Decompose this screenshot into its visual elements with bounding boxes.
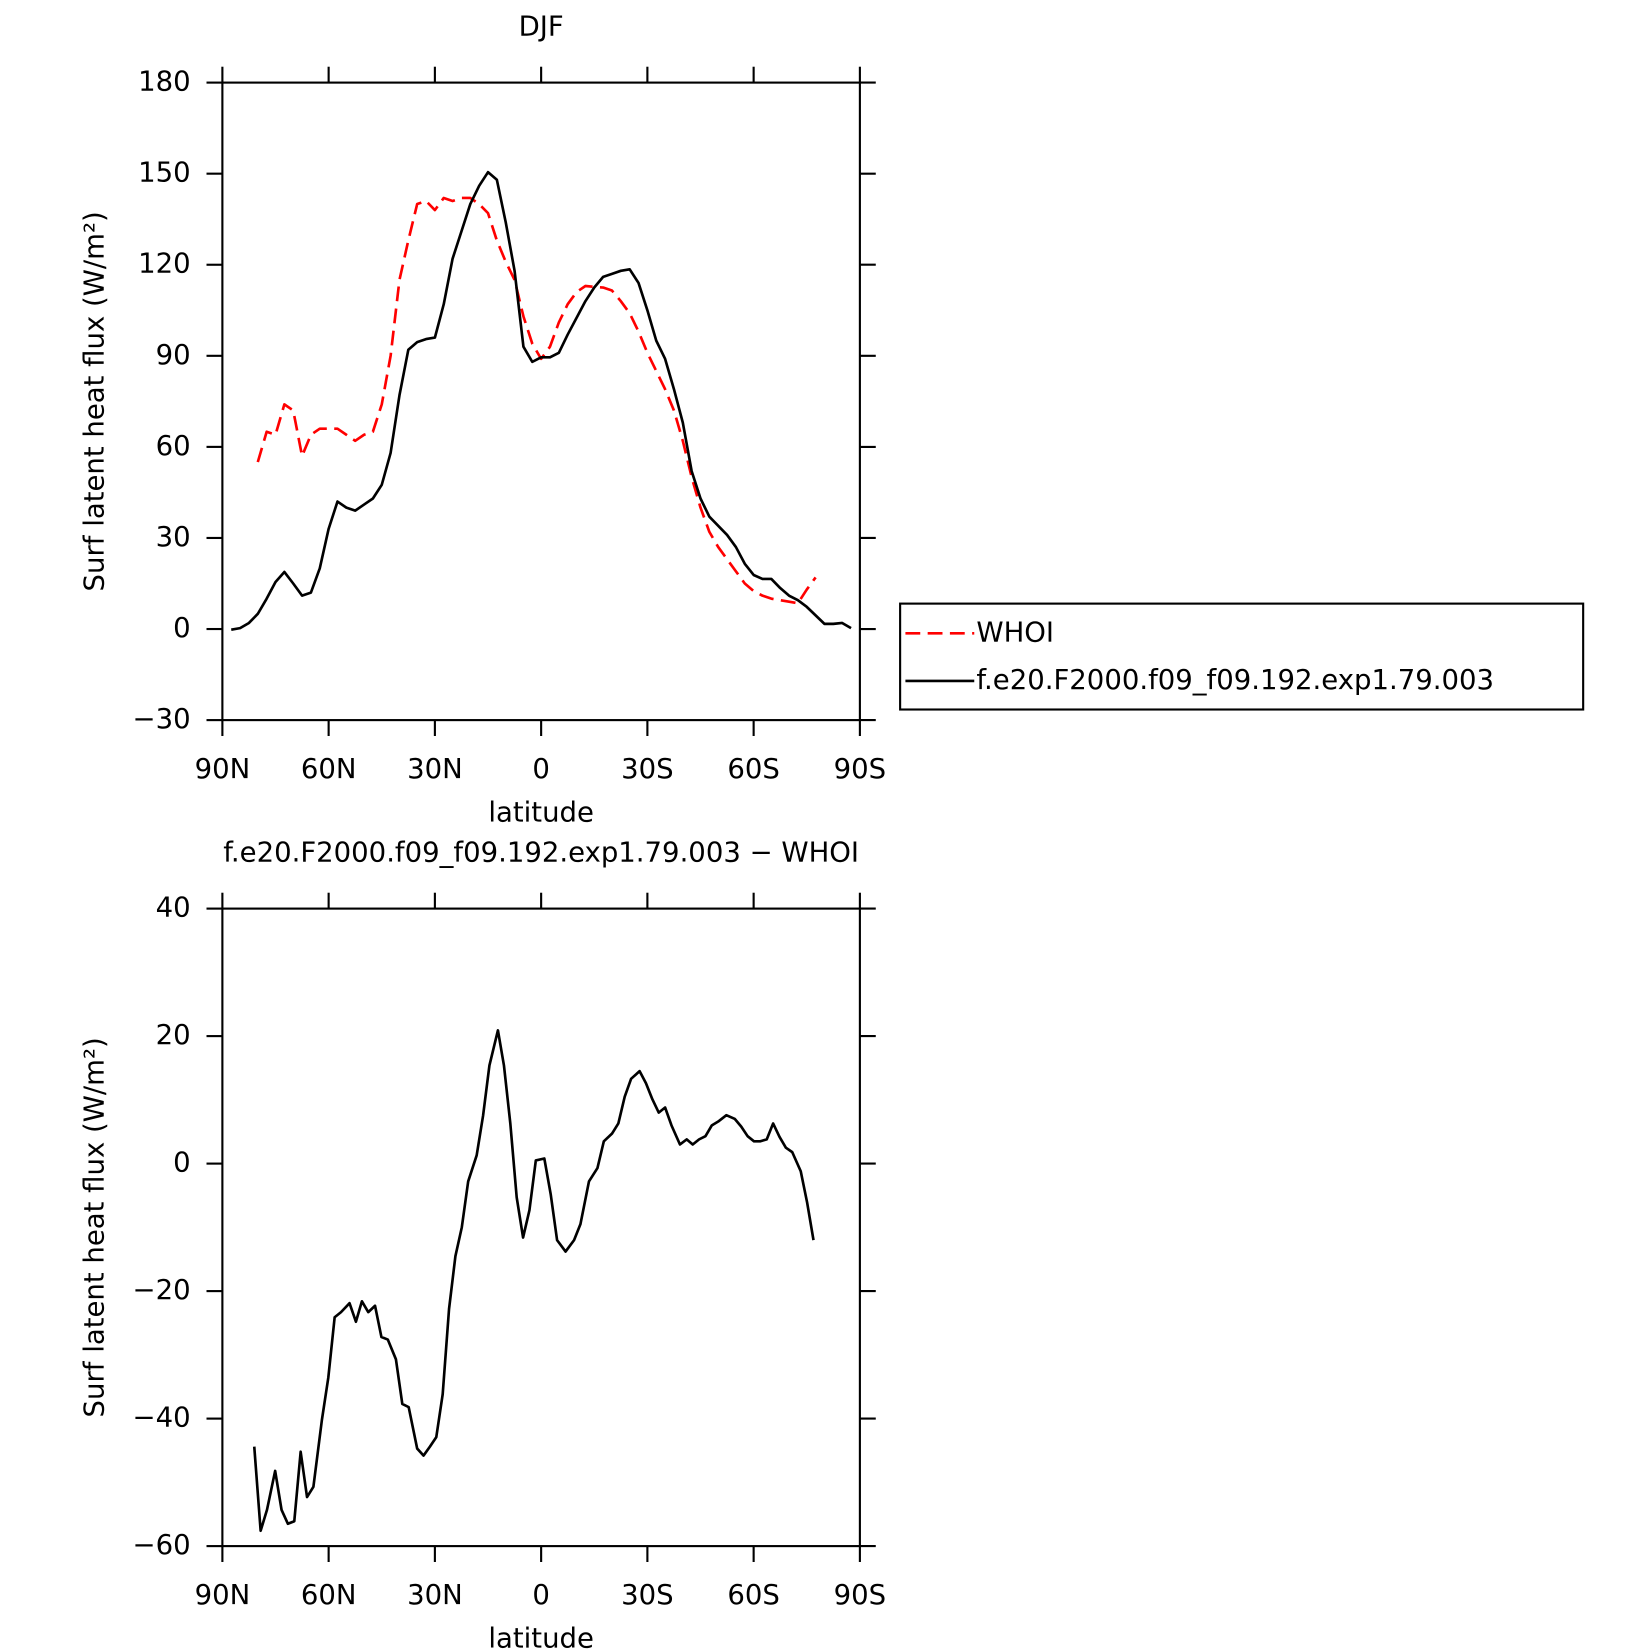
y-tick-label: −60 <box>133 1529 191 1561</box>
x-tick-label: 90S <box>834 753 886 785</box>
y-axis-label: Surf latent heat flux (W/m²) <box>78 211 110 591</box>
y-tick-label: 90 <box>156 339 191 371</box>
plot-frame <box>221 81 861 722</box>
plot-frame <box>221 907 861 1548</box>
y-tick-label: 40 <box>156 892 191 924</box>
y-tick-label: −20 <box>133 1274 191 1306</box>
x-tick-label: 0 <box>532 1579 550 1611</box>
y-tick-label: 30 <box>156 521 191 553</box>
y-tick-label: −30 <box>133 703 191 735</box>
x-tick-label: 60N <box>301 753 357 785</box>
data-line <box>252 1029 815 1533</box>
x-tick-label: 90N <box>195 1579 251 1611</box>
x-axis-label: latitude <box>488 796 594 828</box>
legend-label: WHOI <box>976 616 1054 648</box>
x-tick-label: 60S <box>727 1579 779 1611</box>
chart-title: f.e20.F2000.f09_f09.192.exp1.79.003 − WH… <box>223 837 859 869</box>
chart-title: DJF <box>519 11 564 43</box>
x-tick-label: 90N <box>195 753 251 785</box>
x-axis-label: latitude <box>488 1622 594 1652</box>
y-tick-label: −40 <box>133 1402 191 1434</box>
y-tick-label: 150 <box>138 157 191 189</box>
x-tick-label: 60N <box>301 1579 357 1611</box>
x-tick-label: 30S <box>621 753 673 785</box>
x-tick-label: 90S <box>834 1579 886 1611</box>
x-tick-label: 60S <box>727 753 779 785</box>
y-axis-label: Surf latent heat flux (W/m²) <box>78 1037 110 1417</box>
x-tick-label: 0 <box>532 753 550 785</box>
x-tick-label: 30N <box>407 1579 463 1611</box>
y-tick-label: 60 <box>156 430 191 462</box>
legend-label: f.e20.F2000.f09_f09.192.exp1.79.003 <box>976 664 1494 696</box>
x-tick-label: 30S <box>621 1579 673 1611</box>
y-tick-label: 180 <box>138 66 191 98</box>
y-tick-label: 120 <box>138 248 191 280</box>
x-tick-label: 30N <box>407 753 463 785</box>
y-tick-label: 0 <box>173 1147 191 1179</box>
y-tick-label: 0 <box>173 612 191 644</box>
data-line <box>256 196 817 605</box>
legend-box <box>899 602 1585 711</box>
y-tick-label: 20 <box>156 1019 191 1051</box>
data-line <box>231 170 852 631</box>
